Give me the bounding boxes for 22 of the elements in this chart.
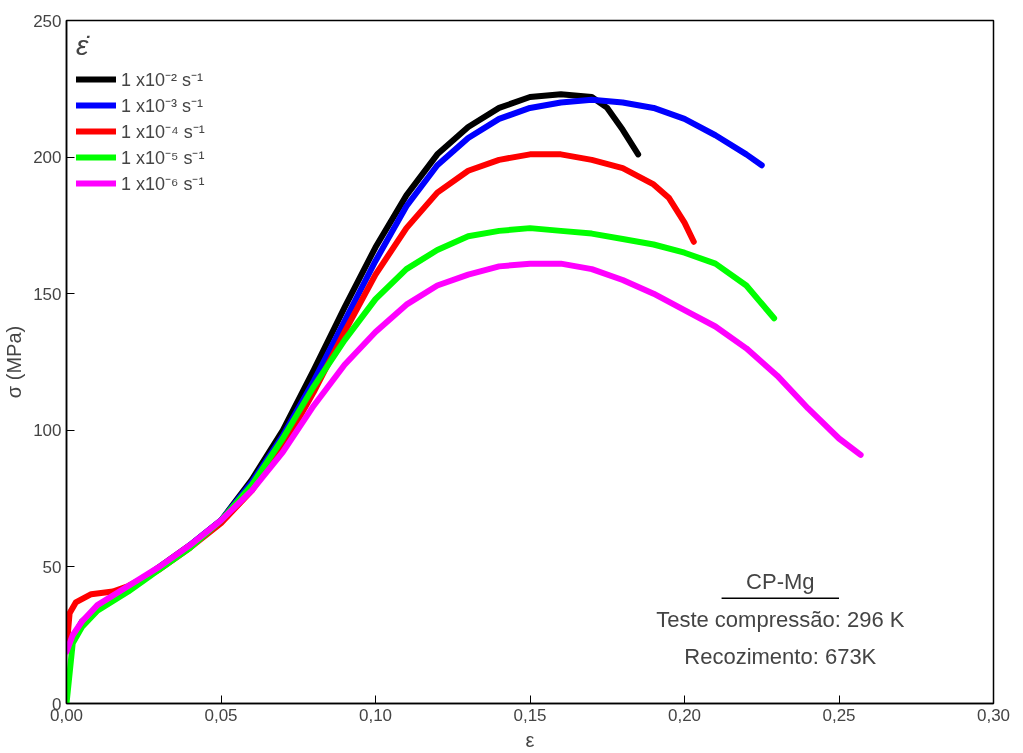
legend-label: 1 x10⁻⁴ s⁻¹ (121, 121, 205, 143)
y-tick-label: 200 (33, 148, 62, 168)
legend-label: 1 x10⁻⁶ s⁻¹ (121, 173, 205, 195)
legend-title: ε̇ (76, 30, 91, 62)
x-tick-label: 0,15 (513, 705, 547, 725)
y-tick-label: 250 (33, 11, 62, 31)
x-axis-title: ε (525, 728, 535, 751)
y-axis-title: σ (MPa) (3, 325, 26, 399)
x-tick-label: 0,20 (667, 705, 702, 725)
annotation: Teste compressão: 296 K (656, 606, 905, 632)
y-tick-label: 50 (42, 557, 62, 577)
y-tick-label: 100 (33, 421, 62, 441)
x-tick-label: 0,10 (358, 705, 393, 725)
x-tick-label: 0,30 (976, 705, 1011, 725)
legend-label: 1 x10⁻⁵ s⁻¹ (121, 147, 205, 169)
annotation: CP-Mg (746, 569, 815, 595)
y-tick-label: 150 (33, 284, 62, 304)
legend-label: 1 x10⁻² s⁻¹ (121, 69, 204, 91)
x-tick-label: 0,05 (204, 705, 238, 725)
x-tick-label: 0,25 (822, 705, 856, 725)
annotation: Recozimento: 673K (684, 644, 877, 670)
legend-label: 1 x10⁻³ s⁻¹ (121, 95, 204, 117)
